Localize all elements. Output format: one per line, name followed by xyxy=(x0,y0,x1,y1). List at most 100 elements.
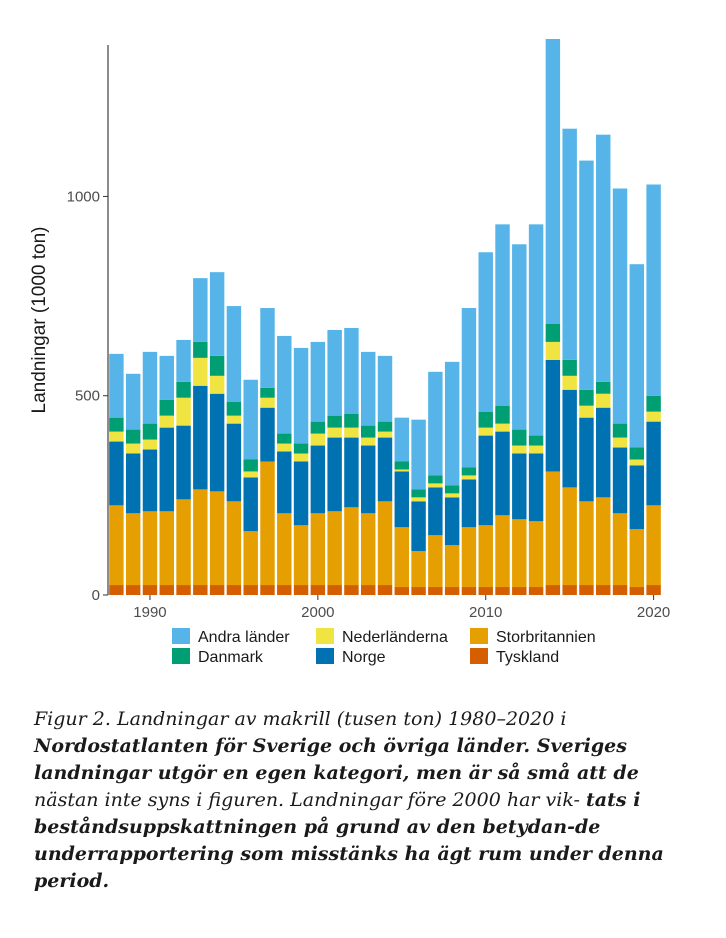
x-axis-ticks: 1990 2000 2010 2020 xyxy=(133,595,670,621)
legend-key-tyskland xyxy=(470,648,488,664)
bar-segment-danmark-2007 xyxy=(428,475,443,484)
bar-segment-danmark-1989 xyxy=(125,429,141,444)
bar-segment-nederl-nderna-1994 xyxy=(209,375,225,394)
bar-segment-nederl-nderna-1998 xyxy=(277,443,292,452)
legend: Andra länder Danmark Nederländerna Norge Sto… xyxy=(172,628,596,666)
bar-segment-tyskland-2003 xyxy=(360,585,376,595)
bar-segment-andra-l-nder-2010 xyxy=(478,252,493,412)
bar-segment-tyskland-2020 xyxy=(646,585,661,595)
bar-segment-andra-l-nder-2006 xyxy=(411,419,426,490)
bar-segment-storbritannien-1989 xyxy=(125,513,141,586)
bar-segment-danmark-1992 xyxy=(176,381,191,398)
bar-segment-nederl-nderna-1997 xyxy=(260,397,275,408)
bar-segment-tyskland-2013 xyxy=(528,587,544,595)
bar-segment-andra-l-nder-1988 xyxy=(109,353,124,418)
bar-segment-nederl-nderna-2009 xyxy=(461,475,477,480)
bar-segment-norge-2019 xyxy=(629,465,645,530)
bar-segment-tyskland-2002 xyxy=(344,585,359,595)
bar-segment-tyskland-1996 xyxy=(243,585,258,595)
bar-segment-andra-l-nder-2004 xyxy=(377,355,393,422)
bar-segment-storbritannien-2010 xyxy=(478,525,493,588)
bar-segment-tyskland-2015 xyxy=(562,585,577,595)
bar-segment-nederl-nderna-2016 xyxy=(579,405,594,418)
bar-segment-storbritannien-2003 xyxy=(360,513,376,586)
bar-segment-tyskland-1989 xyxy=(125,585,141,595)
bar-segment-danmark-2017 xyxy=(596,381,611,394)
bar-segment-storbritannien-1999 xyxy=(293,525,309,586)
bar-segment-storbritannien-2009 xyxy=(461,527,477,588)
figure-caption: Figur 2. Landningar av makrill (tusen to… xyxy=(34,706,674,895)
bar-segment-norge-2002 xyxy=(344,437,359,508)
bar-segment-norge-2014 xyxy=(545,359,561,472)
bar-segment-danmark-1996 xyxy=(243,459,258,472)
bar-segment-storbritannien-2017 xyxy=(596,497,611,586)
legend-label: Tyskland xyxy=(496,649,559,666)
bar-segment-nederl-nderna-2020 xyxy=(646,411,661,422)
bar-segment-norge-1995 xyxy=(226,423,242,502)
bar-segment-nederl-nderna-2019 xyxy=(629,459,645,466)
legend-label: Norge xyxy=(342,649,386,666)
bar-segment-norge-1996 xyxy=(243,477,258,532)
bar-segment-norge-2017 xyxy=(596,407,611,498)
bar-segment-storbritannien-2005 xyxy=(394,527,410,588)
bar-segment-storbritannien-2004 xyxy=(377,501,393,586)
bar-segment-norge-2006 xyxy=(411,501,426,552)
bar-segment-andra-l-nder-1993 xyxy=(193,278,208,342)
bar-segment-andra-l-nder-2009 xyxy=(461,308,477,468)
bar-segment-norge-2020 xyxy=(646,421,661,506)
bar-segment-nederl-nderna-2010 xyxy=(478,427,493,436)
bar-segment-norge-2016 xyxy=(579,417,594,502)
bar-segment-danmark-2004 xyxy=(377,421,393,432)
legend-label: Danmark xyxy=(198,649,264,666)
bar-segment-andra-l-nder-1996 xyxy=(243,379,258,460)
bar-segment-tyskland-2006 xyxy=(411,587,426,595)
bar-segment-tyskland-1998 xyxy=(277,585,292,595)
bar-segment-andra-l-nder-1999 xyxy=(293,347,309,444)
bar-segment-tyskland-1990 xyxy=(142,585,158,595)
bar-segment-storbritannien-1997 xyxy=(260,461,275,586)
bar-segment-danmark-2006 xyxy=(411,489,426,498)
bar-segment-danmark-2014 xyxy=(545,323,561,342)
caption-part-3: nästan inte syns i figuren. Landningar f… xyxy=(34,789,580,811)
bar-segment-nederl-nderna-2001 xyxy=(327,427,342,438)
y-axis-label: Landningar (1000 ton) xyxy=(29,227,50,414)
bar-segment-nederl-nderna-1989 xyxy=(125,443,141,454)
bar-segment-norge-2012 xyxy=(512,453,527,520)
bar-segment-tyskland-2016 xyxy=(579,585,594,595)
bar-segment-andra-l-nder-2017 xyxy=(596,134,611,382)
bar-segment-danmark-2002 xyxy=(344,413,359,428)
legend-key-danmark xyxy=(172,648,190,664)
bar-segment-storbritannien-2014 xyxy=(545,471,561,586)
bar-segment-nederl-nderna-2012 xyxy=(512,445,527,454)
bar-segment-andra-l-nder-2001 xyxy=(327,329,342,416)
bar-segment-storbritannien-1988 xyxy=(109,505,124,586)
bar-segment-danmark-1991 xyxy=(159,399,174,416)
bar-segment-danmark-1997 xyxy=(260,387,275,398)
bar-segment-andra-l-nder-2019 xyxy=(629,264,645,448)
bar-segment-storbritannien-1996 xyxy=(243,531,258,586)
bar-segment-storbritannien-2002 xyxy=(344,507,359,586)
bar-segment-norge-1992 xyxy=(176,425,191,500)
bar-segment-tyskland-2005 xyxy=(394,587,410,595)
bar-segment-tyskland-1988 xyxy=(109,585,124,595)
bar-segment-norge-1991 xyxy=(159,427,174,512)
bar-segment-storbritannien-2020 xyxy=(646,505,661,586)
bar-segment-nederl-nderna-2011 xyxy=(495,423,510,432)
bar-segment-andra-l-nder-1994 xyxy=(209,272,225,356)
bar-segment-danmark-2010 xyxy=(478,411,493,428)
bar-segment-danmark-2005 xyxy=(394,461,410,470)
bar-segment-storbritannien-2019 xyxy=(629,529,645,588)
caption-part-2: Nordostatlanten för Sverige och övriga l… xyxy=(34,735,639,784)
bar-segment-tyskland-2014 xyxy=(545,585,561,595)
bar-segment-andra-l-nder-2015 xyxy=(562,128,577,360)
bar-segment-danmark-1988 xyxy=(109,417,124,432)
bar-segment-nederl-nderna-1996 xyxy=(243,471,258,478)
bar-segment-norge-2003 xyxy=(360,445,376,514)
bar-segment-danmark-2018 xyxy=(612,423,628,438)
bar-segment-danmark-2020 xyxy=(646,395,661,412)
bar-segment-tyskland-2004 xyxy=(377,585,393,595)
bar-segment-tyskland-2018 xyxy=(612,585,628,595)
bar-segment-danmark-2000 xyxy=(310,421,326,434)
bar-segment-danmark-2013 xyxy=(528,435,544,446)
bar-segment-andra-l-nder-2018 xyxy=(612,188,628,424)
